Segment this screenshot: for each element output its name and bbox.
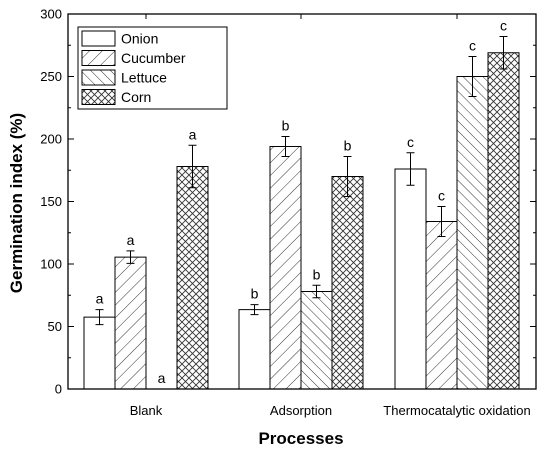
- bars-group: a b c a b c a b c a b c: [83, 18, 520, 390]
- significance-label: a: [127, 232, 135, 248]
- legend-swatch: [81, 30, 116, 47]
- significance-label: b: [282, 118, 290, 134]
- y-tick-label: 50: [48, 319, 62, 334]
- x-axis-title: Processes: [258, 429, 343, 448]
- bar: [300, 291, 333, 390]
- bar: [176, 166, 209, 390]
- x-tick-label: Thermocatalytic oxidation: [383, 403, 530, 418]
- significance-label: b: [251, 286, 259, 302]
- significance-label: a: [158, 370, 166, 386]
- bar: [456, 76, 489, 390]
- significance-label: c: [469, 38, 476, 54]
- y-tick-label: 150: [40, 194, 62, 209]
- bar: [83, 316, 116, 390]
- y-tick-label: 250: [40, 69, 62, 84]
- bar: [114, 256, 147, 390]
- significance-label: c: [500, 18, 507, 34]
- legend-label: Corn: [121, 89, 151, 105]
- bar: [331, 176, 364, 390]
- x-tick-label: Adsorption: [270, 403, 332, 418]
- bar: [394, 168, 427, 390]
- bar: [487, 52, 520, 390]
- axes-group: 0 50 100 150 200 250 300 Blank Adsorption Thermoc…: [40, 7, 537, 418]
- x-tick-label: Blank: [130, 403, 163, 418]
- y-axis-title: Germination index (%): [7, 113, 26, 293]
- bar: [238, 309, 271, 390]
- y-tick-label: 300: [40, 7, 62, 22]
- significance-label: a: [189, 126, 197, 142]
- y-tick-label: 0: [55, 382, 62, 397]
- legend-label: Cucumber: [121, 50, 186, 66]
- bar: [269, 146, 302, 390]
- legend-label: Onion: [121, 31, 158, 47]
- legend-label: Lettuce: [121, 70, 167, 86]
- bar: [425, 221, 458, 390]
- legend-swatch: [81, 50, 116, 66]
- significance-label: c: [438, 188, 445, 204]
- legend: Onion Cucumber Lettuce Corn: [77, 26, 228, 110]
- significance-label: b: [313, 266, 321, 282]
- significance-label: c: [407, 134, 414, 150]
- y-tick-label: 200: [40, 132, 62, 147]
- y-tick-label: 100: [40, 257, 62, 272]
- legend-swatch: [81, 89, 116, 105]
- significance-label: a: [96, 291, 104, 307]
- significance-label: b: [344, 138, 352, 154]
- legend-swatch: [81, 69, 116, 86]
